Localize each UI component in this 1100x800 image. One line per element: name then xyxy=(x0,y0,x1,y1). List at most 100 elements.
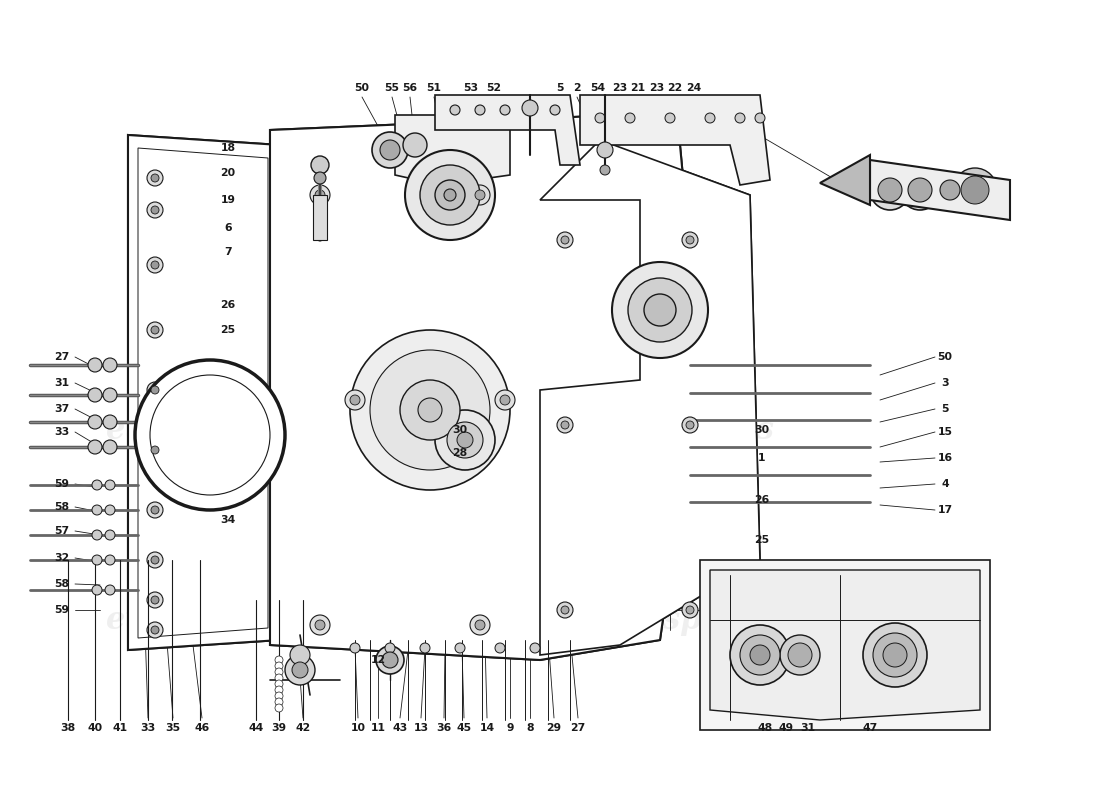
Circle shape xyxy=(151,326,160,334)
Circle shape xyxy=(151,174,160,182)
Text: 26: 26 xyxy=(220,300,235,310)
Circle shape xyxy=(147,622,163,638)
Circle shape xyxy=(686,421,694,429)
Polygon shape xyxy=(580,95,770,185)
Polygon shape xyxy=(138,148,268,638)
Text: 1: 1 xyxy=(758,453,766,463)
Circle shape xyxy=(151,596,160,604)
Text: 26: 26 xyxy=(755,495,770,505)
Circle shape xyxy=(612,262,708,358)
Text: 8: 8 xyxy=(526,723,534,733)
Text: 14: 14 xyxy=(480,723,495,733)
Text: 40: 40 xyxy=(87,723,102,733)
Circle shape xyxy=(88,415,102,429)
Text: 59: 59 xyxy=(55,479,69,489)
Text: 7: 7 xyxy=(224,247,232,257)
Text: 35: 35 xyxy=(165,723,180,733)
Circle shape xyxy=(104,555,116,565)
Circle shape xyxy=(147,170,163,186)
Circle shape xyxy=(561,236,569,244)
Circle shape xyxy=(400,380,460,440)
Circle shape xyxy=(864,623,927,687)
Text: 33: 33 xyxy=(141,723,155,733)
Text: 58: 58 xyxy=(55,502,69,512)
Circle shape xyxy=(666,113,675,123)
Circle shape xyxy=(88,358,102,372)
Text: 20: 20 xyxy=(220,168,235,178)
Circle shape xyxy=(628,278,692,342)
Circle shape xyxy=(522,100,538,116)
Circle shape xyxy=(447,422,483,458)
Circle shape xyxy=(310,615,330,635)
Circle shape xyxy=(103,388,117,402)
Text: 34: 34 xyxy=(220,515,235,525)
Circle shape xyxy=(550,105,560,115)
Circle shape xyxy=(92,585,102,595)
Circle shape xyxy=(561,421,569,429)
Circle shape xyxy=(870,170,910,210)
Polygon shape xyxy=(128,135,280,650)
Circle shape xyxy=(788,643,812,667)
Text: 37: 37 xyxy=(54,404,69,414)
Circle shape xyxy=(147,502,163,518)
Circle shape xyxy=(151,206,160,214)
Circle shape xyxy=(953,168,997,212)
Text: 45: 45 xyxy=(456,723,472,733)
Text: 17: 17 xyxy=(937,505,953,515)
Circle shape xyxy=(275,704,283,712)
Circle shape xyxy=(455,643,465,653)
Circle shape xyxy=(311,156,329,174)
Circle shape xyxy=(147,202,163,218)
Circle shape xyxy=(475,105,485,115)
Circle shape xyxy=(730,625,790,685)
Circle shape xyxy=(403,133,427,157)
Text: 47: 47 xyxy=(862,723,878,733)
Circle shape xyxy=(310,185,330,205)
Text: 16: 16 xyxy=(937,453,953,463)
Text: 43: 43 xyxy=(393,723,408,733)
Text: 13: 13 xyxy=(414,723,429,733)
Circle shape xyxy=(434,180,465,210)
Text: 59: 59 xyxy=(55,605,69,615)
Circle shape xyxy=(275,686,283,694)
Text: eurospares: eurospares xyxy=(585,605,774,635)
Circle shape xyxy=(275,680,283,688)
Circle shape xyxy=(644,294,676,326)
Circle shape xyxy=(92,555,102,565)
Circle shape xyxy=(350,643,360,653)
Text: 46: 46 xyxy=(195,723,210,733)
Circle shape xyxy=(780,635,820,675)
Text: 5: 5 xyxy=(942,404,948,414)
Circle shape xyxy=(315,190,324,200)
Text: 5: 5 xyxy=(557,83,563,93)
Circle shape xyxy=(147,322,163,338)
Text: 21: 21 xyxy=(630,83,646,93)
Circle shape xyxy=(686,236,694,244)
Bar xyxy=(314,195,327,240)
Circle shape xyxy=(932,172,968,208)
Text: 29: 29 xyxy=(547,723,562,733)
Text: 55: 55 xyxy=(385,83,399,93)
Circle shape xyxy=(135,360,285,510)
Text: eurospares: eurospares xyxy=(106,605,295,635)
Circle shape xyxy=(682,417,698,433)
Text: 56: 56 xyxy=(403,83,418,93)
Circle shape xyxy=(315,620,324,630)
Circle shape xyxy=(314,172,326,184)
Text: 50: 50 xyxy=(937,352,953,362)
Text: 12: 12 xyxy=(371,655,386,665)
Polygon shape xyxy=(540,140,760,655)
Circle shape xyxy=(92,480,102,490)
Text: 25: 25 xyxy=(755,535,770,545)
Text: 36: 36 xyxy=(437,723,452,733)
Circle shape xyxy=(379,140,400,160)
Circle shape xyxy=(456,432,473,448)
Circle shape xyxy=(525,105,535,115)
Text: 51: 51 xyxy=(427,83,441,93)
Text: 10: 10 xyxy=(351,723,365,733)
Text: 48: 48 xyxy=(758,723,772,733)
Circle shape xyxy=(385,643,395,653)
Circle shape xyxy=(151,506,160,514)
Circle shape xyxy=(735,113,745,123)
Circle shape xyxy=(275,668,283,676)
